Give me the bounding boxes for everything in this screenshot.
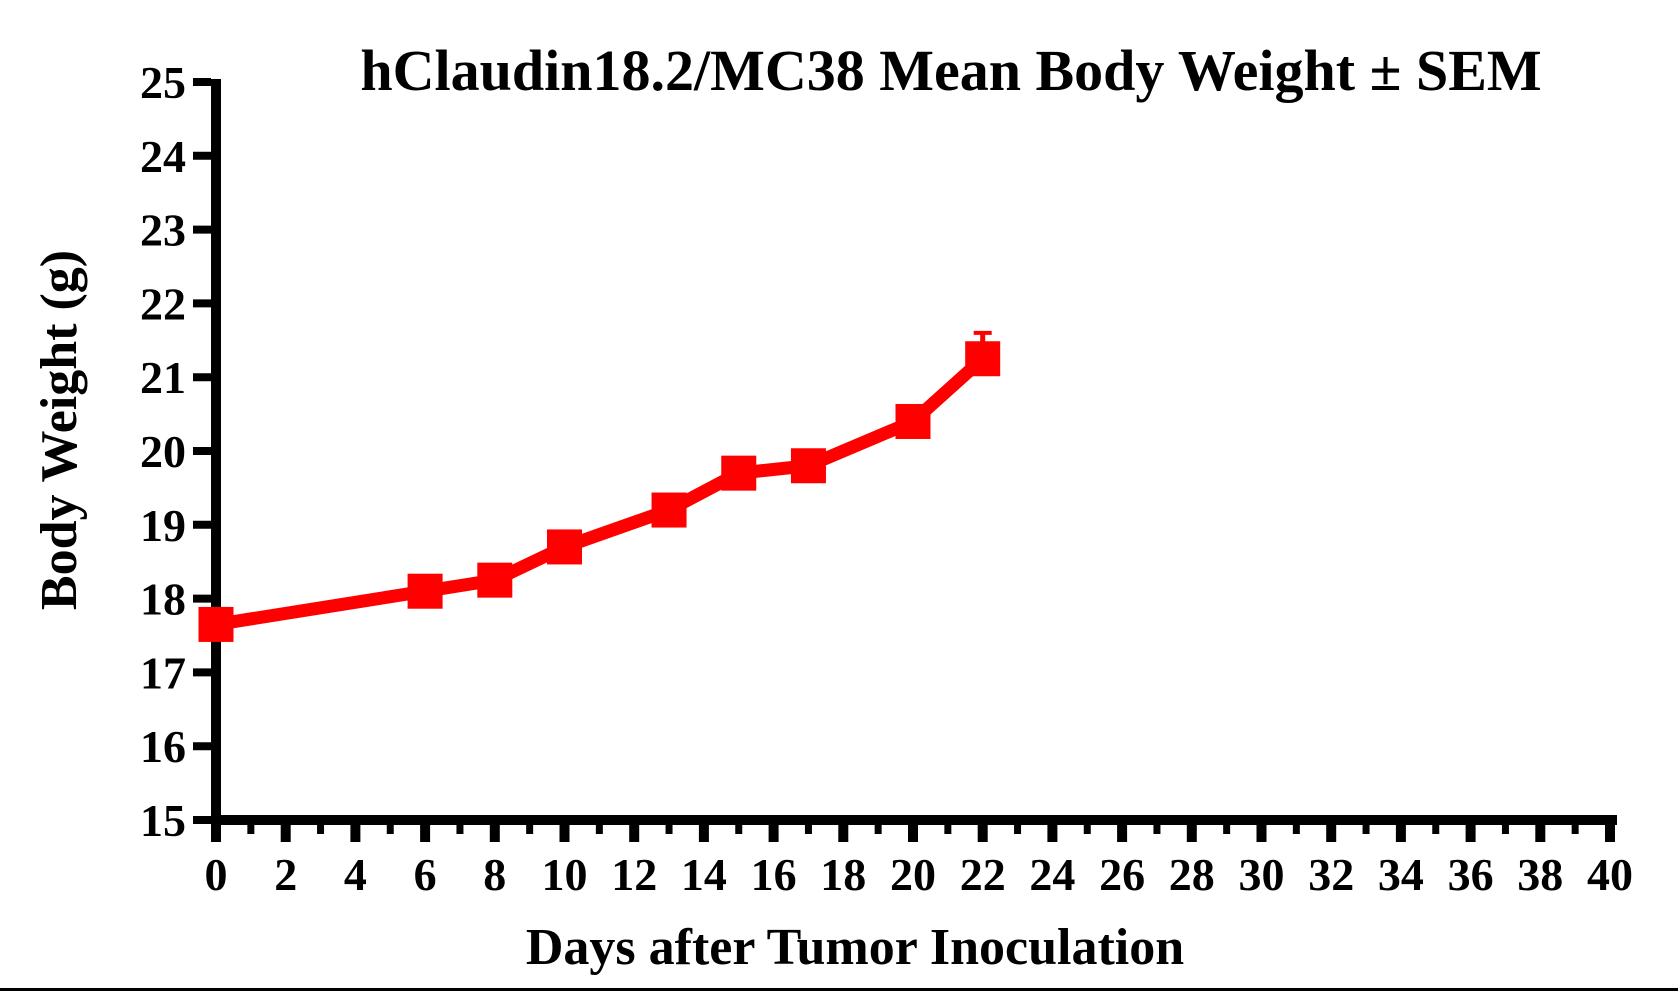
y-tick-label: 20 <box>140 426 186 477</box>
x-axis-title: Days after Tumor Inoculation <box>525 919 1185 976</box>
x-tick-label: 16 <box>751 849 797 900</box>
y-tick-label: 18 <box>140 574 186 625</box>
x-tick-label: 32 <box>1308 849 1354 900</box>
y-tick-label: 15 <box>140 795 186 846</box>
x-tick-label: 18 <box>820 849 866 900</box>
y-tick-label: 16 <box>140 721 186 772</box>
y-tick-label: 24 <box>140 131 186 182</box>
x-tick-label: 10 <box>542 849 588 900</box>
y-tick-label: 25 <box>140 57 186 108</box>
x-tick-label: 0 <box>205 849 228 900</box>
data-point-marker <box>547 529 582 565</box>
x-tick-label: 30 <box>1239 849 1285 900</box>
y-tick-label: 23 <box>140 205 186 256</box>
x-tick-label: 6 <box>414 849 437 900</box>
data-point-marker <box>477 562 513 598</box>
y-tick-label: 17 <box>140 647 186 698</box>
data-point-marker <box>790 448 826 484</box>
x-tick-label: 14 <box>681 849 727 900</box>
x-tick-label: 8 <box>483 849 506 900</box>
data-point-marker <box>895 403 931 439</box>
x-tick-label: 2 <box>274 849 297 900</box>
x-tick-label: 20 <box>890 849 936 900</box>
y-tick-label: 21 <box>140 352 186 403</box>
chart-title: hClaudin18.2/MC38 Mean Body Weight ± SEM <box>360 38 1542 103</box>
x-tick-label: 34 <box>1378 849 1424 900</box>
data-point-marker <box>651 492 687 528</box>
bottom-rule <box>0 988 1678 991</box>
x-tick-label: 24 <box>1029 849 1075 900</box>
x-tick-label: 12 <box>611 849 657 900</box>
data-point-marker <box>721 455 757 491</box>
series-line <box>214 353 988 631</box>
data-point-marker <box>407 573 443 609</box>
y-tick-label: 19 <box>140 500 186 551</box>
x-tick-label: 26 <box>1099 849 1145 900</box>
data-point-marker <box>965 341 1001 377</box>
x-tick-label: 4 <box>344 849 367 900</box>
x-tick-label: 36 <box>1448 849 1494 900</box>
data-point-marker <box>198 606 234 642</box>
y-tick-label: 22 <box>140 278 186 329</box>
x-tick-label: 22 <box>960 849 1006 900</box>
x-tick-label: 28 <box>1169 849 1215 900</box>
x-tick-label: 40 <box>1587 849 1633 900</box>
x-tick-label: 38 <box>1517 849 1563 900</box>
